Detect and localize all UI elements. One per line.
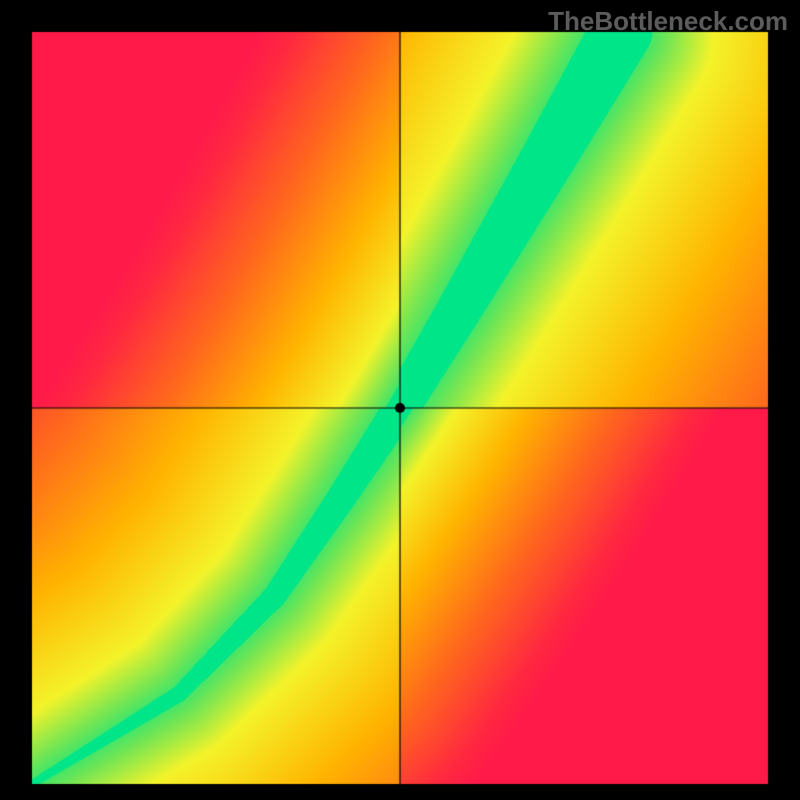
watermark-text: TheBottleneck.com [548,6,788,37]
bottleneck-heatmap [0,0,800,800]
